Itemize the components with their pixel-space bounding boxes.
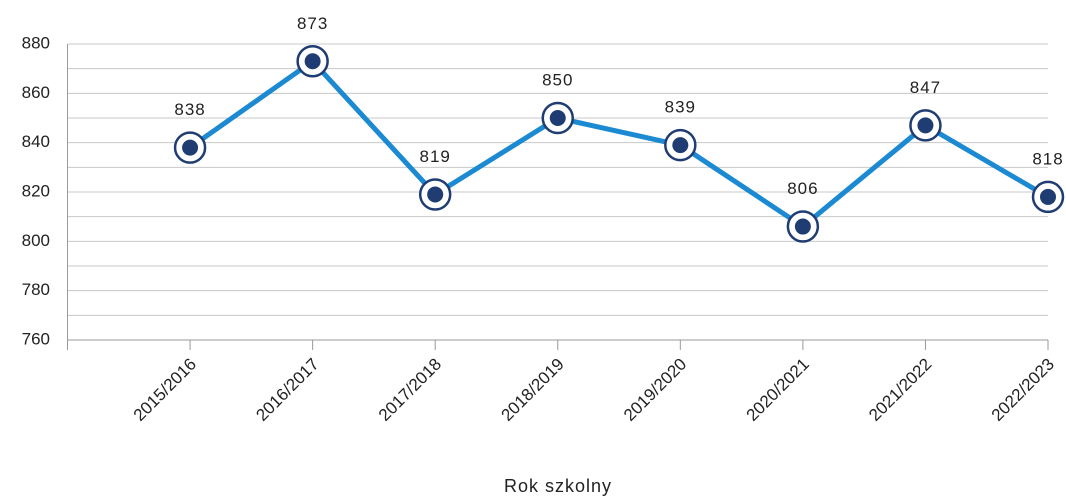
marker-dot [549,110,566,126]
x-tick-label: 2020/2021 [743,355,813,425]
data-label: 818 [1032,149,1063,168]
y-tick-label: 800 [22,231,50,250]
y-tick-label: 760 [22,329,50,348]
y-tick-label: 860 [22,83,50,102]
data-label: 873 [297,14,328,33]
x-tick-label: 2021/2022 [865,355,935,425]
data-label: 850 [542,70,573,89]
data-label: 806 [787,179,818,198]
x-axis-label: Rok szkolny [504,476,612,496]
point-marker [296,45,329,78]
marker-dot [304,53,321,70]
marker-dot [427,186,444,203]
x-tick-label: 2015/2016 [130,355,200,425]
data-label: 847 [910,78,941,97]
y-tick-label: 840 [22,132,50,151]
point-marker [173,131,207,164]
data-label: 839 [665,98,696,117]
point-marker [418,178,452,211]
x-tick-label: 2022/2023 [988,355,1058,425]
x-tick-label: 2018/2019 [497,355,567,425]
y-tick-label: 820 [22,181,50,200]
x-tick-label: 2016/2017 [252,355,322,425]
x-tick-label: 2017/2018 [375,355,445,425]
marker-dot [672,137,689,154]
series-line [188,58,1050,230]
y-tick-label: 880 [22,33,50,52]
point-marker [786,210,820,243]
y-tick-label: 780 [22,280,50,299]
data-label: 819 [420,147,451,166]
data-label: 838 [174,100,205,119]
marker-dot [917,117,934,134]
x-tick-label: 2019/2020 [620,355,690,425]
point-marker [909,109,942,142]
marker-dot [1040,188,1056,205]
point-marker [541,101,574,135]
point-marker [664,128,697,162]
marker-dot [182,139,199,156]
marker-dot [794,218,811,235]
point-marker [1031,180,1065,214]
